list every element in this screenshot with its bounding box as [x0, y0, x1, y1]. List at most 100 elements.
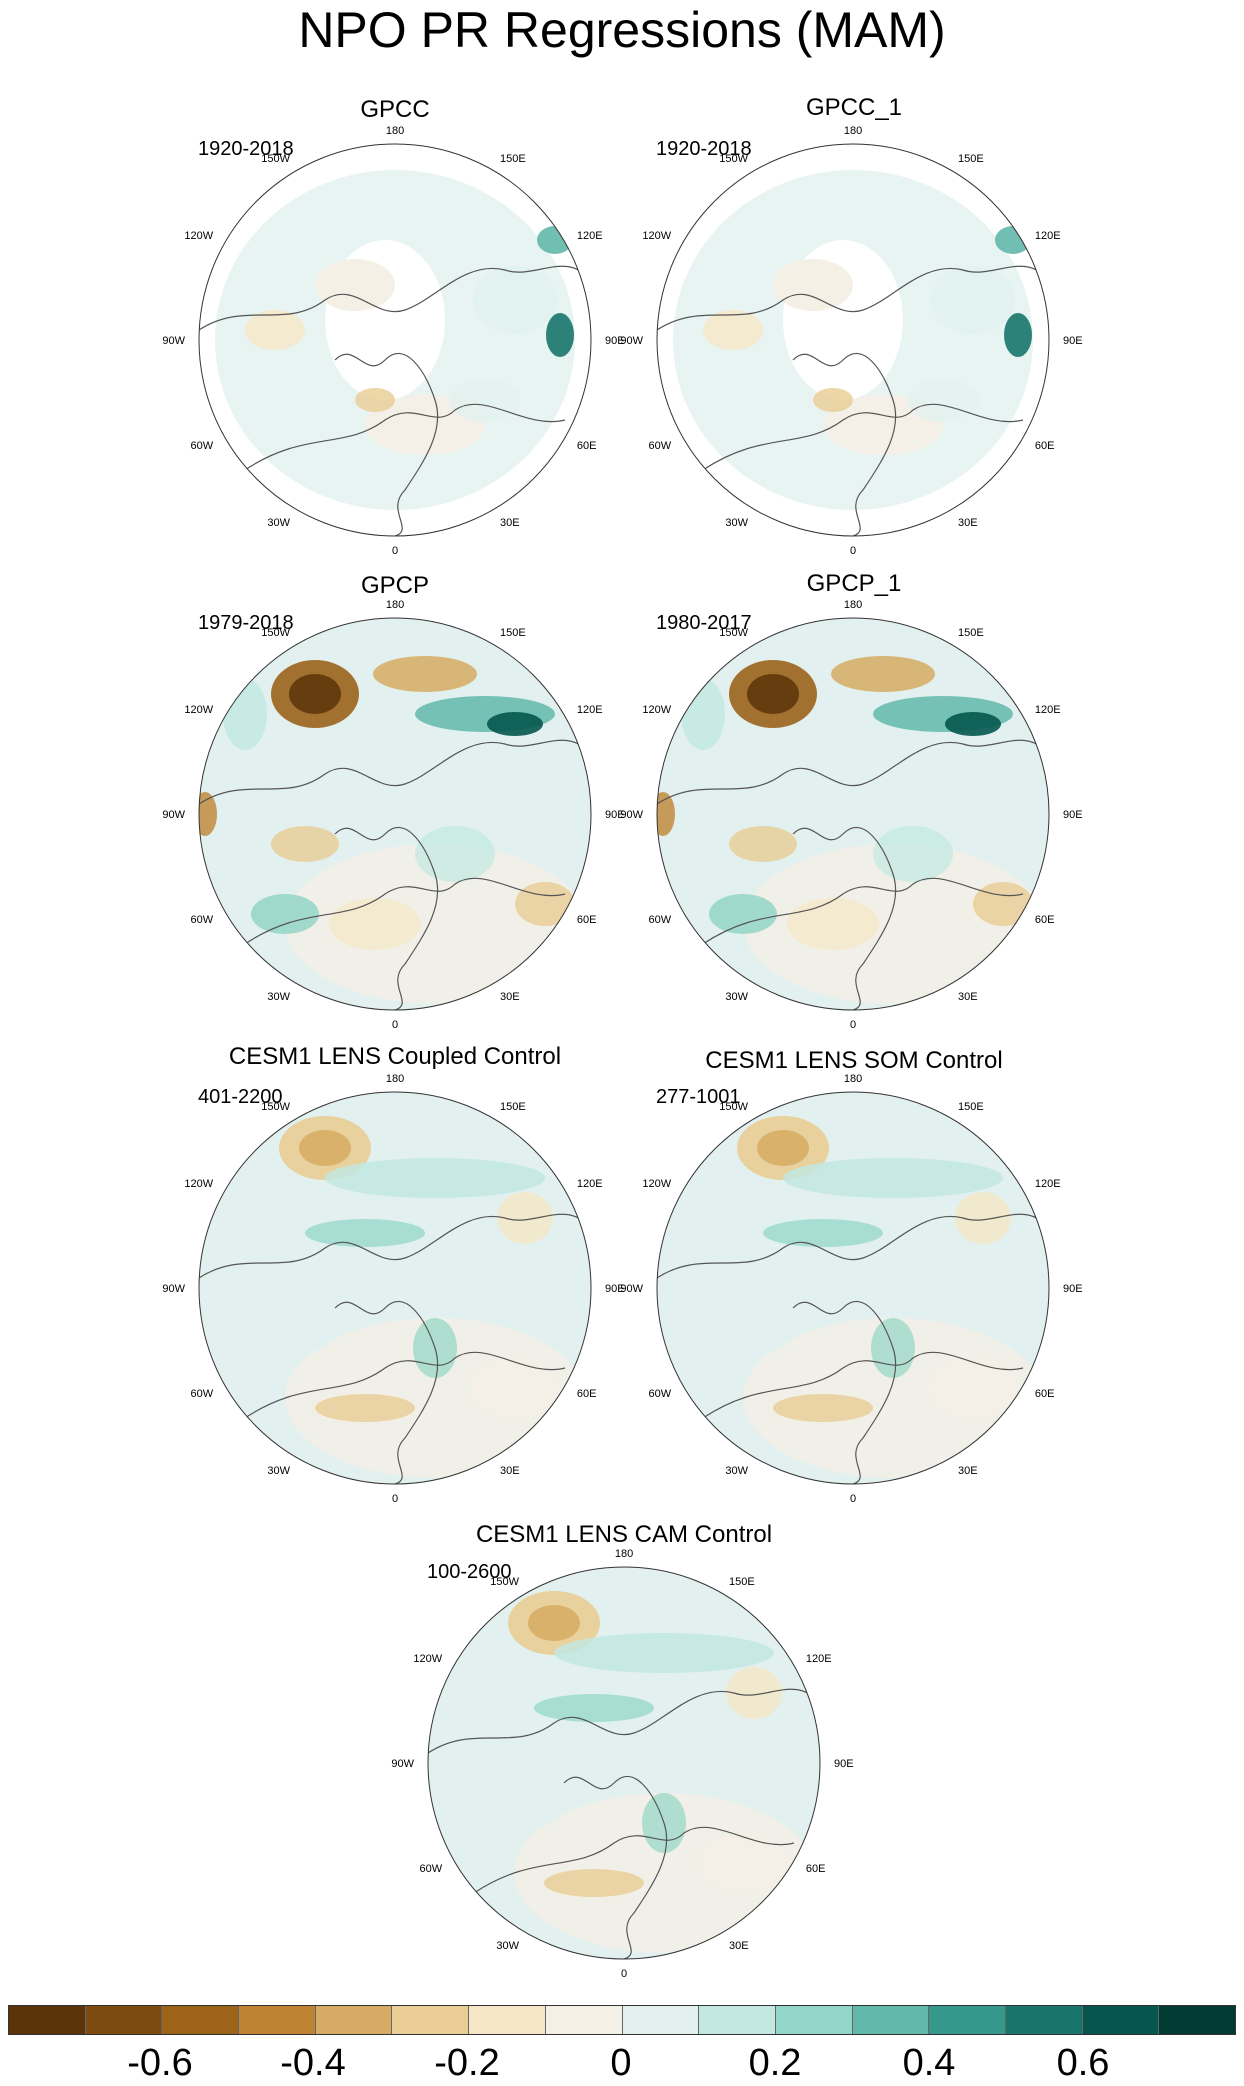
longitude-label: 150W	[719, 153, 748, 165]
colorbar-swatch	[775, 2006, 853, 2034]
longitude-label: 0	[392, 1493, 398, 1505]
panel-title-gpcc-1: GPCC_1	[805, 94, 903, 121]
longitude-label: 0	[621, 1968, 627, 1980]
panel-title-gpcp-1: GPCP_1	[806, 570, 902, 597]
coastline	[792, 827, 897, 1010]
anomaly-patch	[289, 674, 341, 714]
polar-map-coupled-control: 180 150E 120E 90E 60E 30E 0 30W 60W 90W 120W 150W	[162, 1073, 624, 1505]
polar-map-gpcp-1: 180 150E 120E 90E 60E 30E 0 30W 60W 90W 120W 150W	[620, 599, 1082, 1031]
anomaly-patch	[757, 1130, 809, 1166]
anomaly-patch	[534, 1694, 654, 1722]
longitude-label: 90E	[1063, 1283, 1083, 1295]
colorbar-swatch	[929, 2006, 1006, 2034]
coastline	[792, 1301, 897, 1484]
anomaly-patch	[1004, 313, 1032, 357]
anomaly-patch	[709, 894, 777, 934]
panel-period-gpcp-1: 1980-2017	[656, 612, 752, 634]
anomaly-patch	[773, 1394, 873, 1422]
figure-title: NPO PR Regressions (MAM)	[298, 2, 946, 58]
anomaly-patch	[199, 792, 217, 836]
longitude-label: 120E	[577, 230, 603, 242]
map-boundary	[198, 1091, 592, 1485]
longitude-label: 60W	[419, 1863, 442, 1875]
longitude-label: 120W	[642, 704, 671, 716]
anomaly-patch	[683, 1278, 803, 1358]
longitude-label: 180	[844, 1073, 862, 1085]
longitude-label: 0	[850, 1019, 856, 1031]
longitude-label: 150E	[958, 627, 984, 639]
coastline	[428, 1688, 820, 1754]
map-boundary	[198, 617, 592, 1011]
map-field	[428, 1567, 820, 1959]
colorbar-swatch	[622, 2006, 700, 2034]
coastline	[563, 1776, 668, 1959]
anomaly-patch	[537, 226, 573, 254]
panel-period-som-control: 277-1001	[656, 1086, 741, 1108]
anomaly-patch	[995, 226, 1031, 254]
longitude-label: 150W	[261, 627, 290, 639]
panel-period-coupled-control: 401-2200	[198, 1086, 283, 1108]
anomaly-patch	[225, 1278, 345, 1358]
anomaly-patch	[415, 826, 495, 882]
longitude-label: 60E	[577, 440, 597, 452]
longitude-label: 0	[392, 545, 398, 557]
anomaly-patch	[315, 1394, 415, 1422]
coastline	[702, 403, 1024, 471]
longitude-label: 120W	[184, 1178, 213, 1190]
panel-title-gpcc: GPCC	[360, 96, 430, 123]
anomaly-patch	[454, 1753, 574, 1833]
longitude-label: 30W	[496, 1940, 519, 1952]
colorbar-label: 0.6	[1056, 2042, 1110, 2084]
panel-period-gpcc: 1920-2018	[198, 138, 294, 160]
longitude-label: 90W	[620, 809, 643, 821]
coastline	[334, 827, 439, 1010]
anomaly-patch	[955, 1192, 1011, 1244]
map-field	[657, 144, 1049, 536]
anomaly-patch	[546, 313, 574, 357]
longitude-label: 150W	[719, 1101, 748, 1113]
anomaly-patch	[325, 1158, 545, 1198]
longitude-label: 60W	[190, 1388, 213, 1400]
longitude-label: 150E	[500, 153, 526, 165]
longitude-label: 60E	[577, 914, 597, 926]
longitude-label: 30W	[725, 1465, 748, 1477]
anomaly-patch	[299, 1130, 351, 1166]
anomaly-patch	[487, 712, 543, 736]
anomaly-patch	[305, 1219, 425, 1247]
anomaly-patch	[657, 792, 675, 836]
map-boundary	[198, 143, 592, 537]
background-band	[743, 844, 1043, 1004]
map-field	[199, 1092, 591, 1484]
background-band	[743, 1318, 1043, 1478]
anomaly-patch	[449, 378, 521, 422]
longitude-label: 150W	[261, 1101, 290, 1113]
longitude-label: 90E	[605, 1283, 625, 1295]
longitude-label: 120E	[1035, 704, 1061, 716]
anomaly-patch	[700, 1833, 788, 1893]
longitude-label: 60E	[577, 1388, 597, 1400]
anomaly-patch	[787, 898, 879, 950]
colorbar-label: 0	[610, 2042, 632, 2084]
longitude-label: 0	[850, 545, 856, 557]
anomaly-patch	[245, 310, 305, 350]
coastline	[244, 403, 566, 471]
longitude-label: 150W	[719, 627, 748, 639]
longitude-label: 90E	[605, 809, 625, 821]
longitude-label: 60E	[1035, 440, 1055, 452]
anomaly-patch	[729, 826, 797, 862]
colorbar-label: 0.2	[748, 2042, 802, 2084]
longitude-label: 30W	[725, 991, 748, 1003]
longitude-label: 30E	[958, 991, 978, 1003]
longitude-label: 30E	[500, 517, 520, 529]
map-boundary	[656, 143, 1050, 537]
anomaly-patch	[681, 678, 725, 750]
longitude-label: 120W	[642, 1178, 671, 1190]
colorbar-swatch	[852, 2006, 930, 2034]
anomaly-patch	[544, 1869, 644, 1897]
colorbar-swatch	[239, 2006, 316, 2034]
longitude-label: 60E	[1035, 914, 1055, 926]
longitude-label: 90E	[834, 1758, 854, 1770]
longitude-label: 60W	[648, 440, 671, 452]
colorbar-swatch	[469, 2006, 546, 2034]
longitude-label: 90W	[162, 809, 185, 821]
